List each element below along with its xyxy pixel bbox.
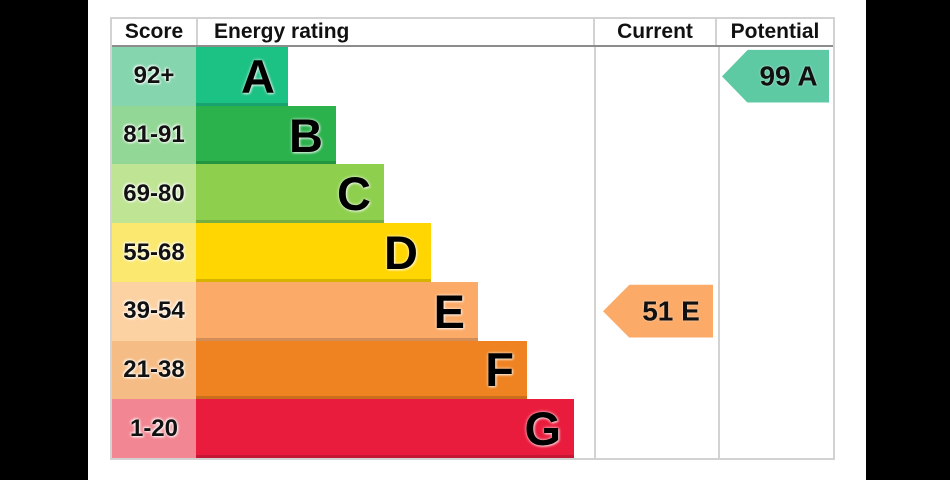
rating-bar-a: A bbox=[196, 47, 288, 106]
band-row-b: 81-91 B bbox=[112, 105, 833, 165]
rating-bar-d: D bbox=[196, 223, 431, 282]
current-rating-arrow: 51 E bbox=[603, 284, 713, 338]
rating-bar-f: F bbox=[196, 340, 527, 400]
rating-bar-b: B bbox=[196, 105, 336, 165]
rating-bands-area: 92+ A 99 A 81-91 B 69-80 C 55-68 D bbox=[112, 47, 833, 459]
score-range-cell: 39-54 bbox=[112, 281, 196, 341]
current-column-header: Current bbox=[593, 19, 715, 45]
band-row-g: 1-20 G bbox=[112, 399, 833, 459]
band-row-c: 69-80 C bbox=[112, 164, 833, 224]
potential-rating-arrow: 99 A bbox=[722, 49, 829, 103]
score-range-cell: 21-38 bbox=[112, 340, 196, 400]
column-divider-potential bbox=[718, 47, 720, 458]
rating-bar-g: G bbox=[196, 399, 574, 459]
band-row-a: 92+ A 99 A bbox=[112, 47, 833, 106]
band-row-e: 39-54 E 51 E bbox=[112, 281, 833, 341]
potential-column-header: Potential bbox=[715, 19, 833, 45]
band-row-f: 21-38 F bbox=[112, 340, 833, 400]
band-row-d: 55-68 D bbox=[112, 223, 833, 282]
score-range-cell: 69-80 bbox=[112, 164, 196, 224]
score-range-cell: 81-91 bbox=[112, 105, 196, 165]
score-range-cell: 55-68 bbox=[112, 223, 196, 282]
score-column-header: Score bbox=[124, 20, 184, 43]
rating-bar-e: E bbox=[196, 281, 478, 341]
column-divider-current bbox=[594, 47, 596, 458]
rating-bar-c: C bbox=[196, 164, 384, 224]
epc-rating-chart: Score Energy rating Current Potential 92… bbox=[110, 17, 835, 460]
epc-panel: Score Energy rating Current Potential 92… bbox=[88, 0, 866, 480]
table-header-row: Score Energy rating Current Potential bbox=[112, 19, 833, 47]
score-range-cell: 92+ bbox=[112, 47, 196, 106]
score-range-cell: 1-20 bbox=[112, 399, 196, 459]
energy-rating-column-header: Energy rating bbox=[196, 19, 593, 45]
